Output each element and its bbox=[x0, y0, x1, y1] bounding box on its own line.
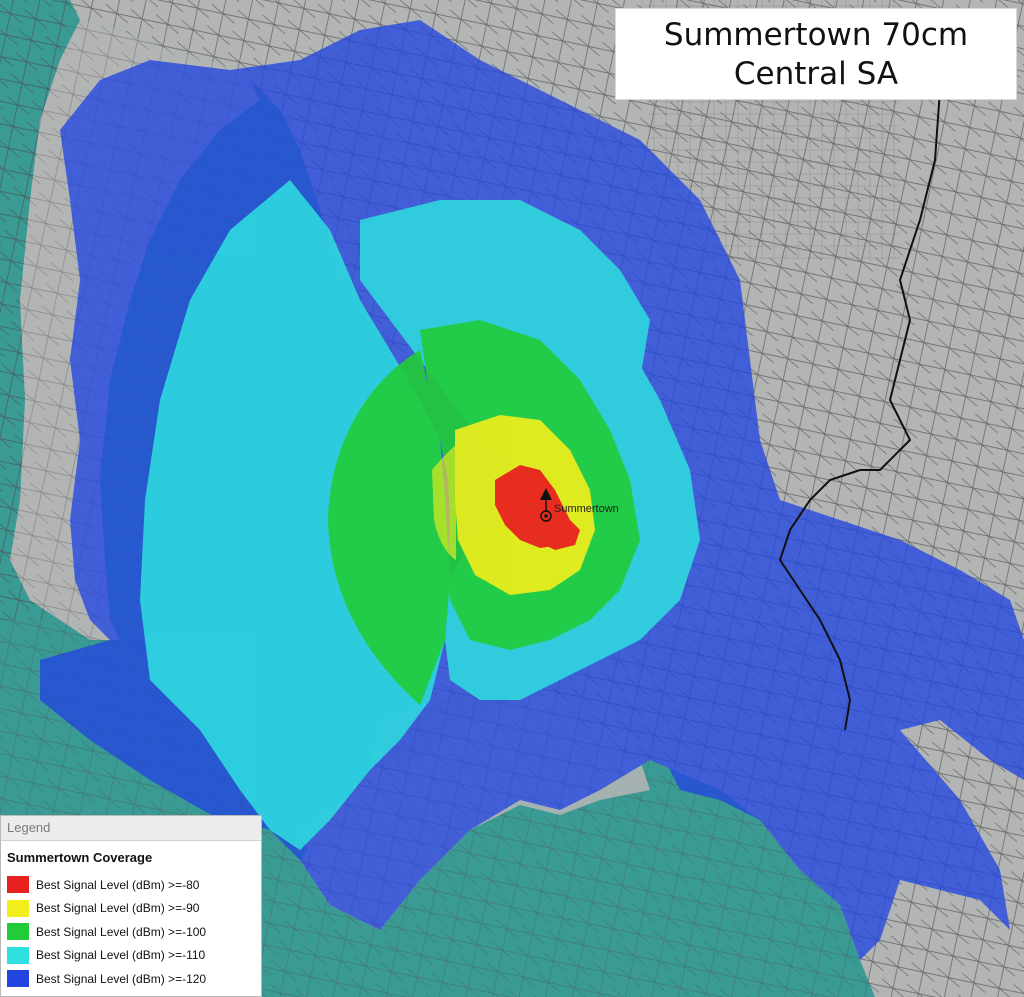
title-line-1: Summertown 70cm bbox=[663, 17, 969, 53]
legend-item: Best Signal Level (dBm) >=-120 bbox=[1, 967, 261, 991]
legend-item-label: Best Signal Level (dBm) >=-80 bbox=[36, 877, 200, 892]
legend-swatch bbox=[7, 970, 29, 988]
legend-header: Legend bbox=[1, 816, 261, 841]
legend-item: Best Signal Level (dBm) >=-90 bbox=[1, 897, 261, 921]
transmitter-site-marker[interactable] bbox=[540, 488, 552, 522]
legend-item: Best Signal Level (dBm) >=-80 bbox=[1, 873, 261, 897]
legend-swatch bbox=[7, 876, 29, 894]
title-line-2: Central SA bbox=[733, 56, 899, 92]
site-label: Summertown bbox=[554, 503, 619, 515]
legend-item-label: Best Signal Level (dBm) >=-100 bbox=[36, 924, 207, 939]
legend-panel: Legend Summertown Coverage Best Signal L… bbox=[0, 815, 262, 997]
legend-item-label: Best Signal Level (dBm) >=-90 bbox=[36, 901, 200, 916]
legend-item-label: Best Signal Level (dBm) >=-120 bbox=[36, 971, 207, 986]
legend-swatch bbox=[7, 946, 29, 964]
legend-swatch bbox=[7, 923, 29, 941]
legend-group-title: Summertown Coverage bbox=[7, 850, 153, 865]
legend-swatch bbox=[7, 899, 29, 917]
legend-item: Best Signal Level (dBm) >=-100 bbox=[1, 920, 261, 944]
map-title: Summertown 70cm Central SA bbox=[615, 8, 1017, 100]
river bbox=[778, 89, 941, 731]
legend-item: Best Signal Level (dBm) >=-110 bbox=[1, 944, 261, 968]
legend-item-label: Best Signal Level (dBm) >=-110 bbox=[36, 948, 206, 963]
